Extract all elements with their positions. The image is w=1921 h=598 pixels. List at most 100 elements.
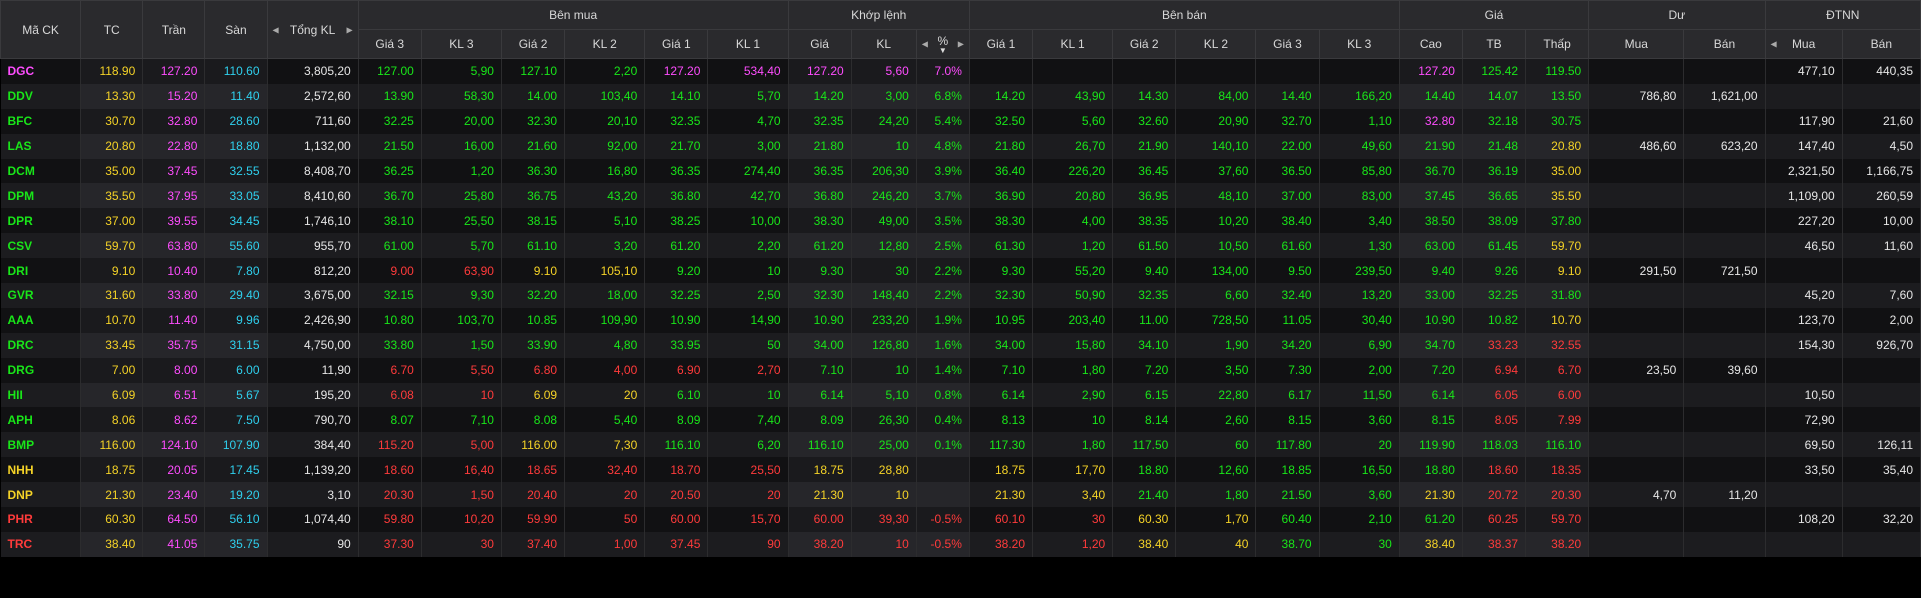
sort-desc-icon[interactable]: ▼ [938,46,947,55]
col-buy-5[interactable]: KL 1 [707,29,789,59]
scroll-left-icon[interactable]: ◀ [921,39,928,49]
symbol-cell[interactable]: BMP [0,432,82,458]
symbol-cell[interactable]: GVR [0,283,82,308]
symbol-cell[interactable]: DDV [0,83,82,109]
sell-cell: 6.14 [969,382,1034,408]
buy-cell: 16,00 [421,133,502,159]
col-ref[interactable]: TC [80,0,144,59]
table-row[interactable]: DCM 35.00 37.45 32.55 8,408,70 36.25 1,20 36.30… [0,158,1921,184]
buy-cell: 18.70 [644,457,709,483]
col-sell-4[interactable]: Giá 3 [1255,29,1320,59]
table-row[interactable]: BMP 116.00 124.10 107.90 384,40 115.20 5,00 116… [0,432,1921,458]
col-buy-3[interactable]: KL 2 [564,29,646,59]
col-sell-3[interactable]: KL 2 [1175,29,1257,59]
col-foreign-0[interactable]: ◀ Mua [1764,29,1843,59]
symbol-cell[interactable]: DRG [0,357,82,383]
table-row[interactable]: DPR 37.00 39.55 34.45 1,746,10 38.10 25,50 38.1… [0,208,1921,234]
col-total-volume[interactable]: ◀ Tổng KL ▶ [266,0,359,59]
symbol-cell[interactable]: NHH [0,457,82,483]
symbol-cell[interactable]: CSV [0,233,82,259]
col-remain-1[interactable]: Bán [1683,29,1766,59]
scroll-right-icon[interactable]: ▶ [346,25,353,34]
col-match-2[interactable]: ◀% ▼ ▶ [915,29,970,59]
sell-cell: 18.75 [969,457,1034,483]
table-row[interactable]: DDV 13.30 15.20 11.40 2,572,60 13.90 58,30 14.0… [0,83,1921,109]
table-row[interactable]: TRC 38.40 41.05 35.75 90 37.30 30 37.40 1,00 37.4… [0,531,1921,557]
match-cell: 1.6% [916,332,970,358]
table-row[interactable]: DRG 7.00 8.00 6.00 11,90 6.70 5,50 6.80 4,00 6.90… [0,357,1921,383]
remain-cell [1683,407,1766,433]
ceil-price-cell: 22.80 [142,133,206,159]
col-sell-2[interactable]: Giá 2 [1112,29,1177,59]
col-sell-1[interactable]: KL 1 [1032,29,1114,59]
col-price-1[interactable]: TB [1461,29,1527,59]
col-match-1[interactable]: KL [850,29,917,59]
col-total-volume-label: Tổng KL [289,22,336,37]
col-buy-1[interactable]: KL 3 [420,29,502,59]
sell-cell: 38.20 [969,531,1034,557]
col-ceil[interactable]: Trần [142,0,206,59]
col-sell-0[interactable]: Giá 1 [968,29,1034,59]
table-row[interactable]: HII 6.09 6.51 5.67 195,20 6.08 10 6.09 20 6.10 10 6… [0,382,1921,408]
col-symbol[interactable]: Mã CK [0,0,82,59]
scroll-right-icon[interactable]: ▶ [957,39,964,49]
symbol-cell[interactable]: DRI [0,258,82,284]
match-cell: 32.30 [788,283,852,308]
table-row[interactable]: BFC 30.70 32.80 28.60 711,60 32.25 20,00 32.30 2… [0,108,1921,134]
col-buy-2[interactable]: Giá 2 [500,29,566,59]
symbol-cell[interactable]: AAA [0,307,82,333]
sell-cell: 1,80 [1032,357,1114,383]
buy-cell: 14.10 [644,83,709,109]
buy-cell: 105,10 [564,258,646,284]
col-price-2[interactable]: Thấp [1525,29,1590,59]
col-price-0[interactable]: Cao [1398,29,1463,59]
ref-price-cell: 33.45 [80,332,144,358]
table-row[interactable]: AAA 10.70 11.40 9.96 2,426,90 10.80 103,70 10.8… [0,307,1921,333]
buy-cell: 2,20 [707,233,789,259]
symbol-cell[interactable]: APH [0,407,82,433]
col-remain-0[interactable]: Mua [1588,29,1685,59]
col-foreign-1[interactable]: Bán [1841,29,1921,59]
scroll-left-icon[interactable]: ◀ [1770,39,1777,49]
col-buy-4[interactable]: Giá 1 [644,29,709,59]
symbol-cell[interactable]: HII [0,382,82,408]
table-row[interactable]: DRC 33.45 35.75 31.15 4,750,00 33.80 1,50 33.90… [0,332,1921,358]
symbol-cell[interactable]: DPM [0,183,82,209]
symbol-cell[interactable]: DPR [0,208,82,234]
symbol-cell[interactable]: DCM [0,158,82,184]
remain-cell [1588,531,1685,557]
group-price: Giá [1398,0,1590,30]
scroll-left-icon[interactable]: ◀ [272,25,279,34]
symbol-cell[interactable]: DRC [0,332,82,358]
table-row[interactable]: LAS 20.80 22.80 18.80 1,132,00 21.50 16,00 21.6… [0,133,1921,159]
remain-cell [1588,307,1685,333]
buy-cell: 3,20 [564,233,646,259]
symbol-cell[interactable]: PHR [0,507,82,532]
symbol-cell[interactable]: DGC [0,58,82,84]
col-floor[interactable]: Sàn [204,0,268,59]
table-row[interactable]: CSV 59.70 63.80 55.60 955,70 61.00 5,70 61.10 3,… [0,233,1921,259]
table-row[interactable]: APH 8.06 8.62 7.50 790,70 8.07 7,10 8.08 5,40 8.0… [0,407,1921,433]
match-cell: 21.80 [788,133,852,159]
buy-cell: 32.25 [644,283,709,308]
match-cell: 14.20 [788,83,852,109]
table-row[interactable]: DPM 35.50 37.95 33.05 8,410,60 36.70 25,80 36.7… [0,183,1921,209]
col-sell-5[interactable]: KL 3 [1318,29,1400,59]
table-row[interactable]: DGC 118.90 127.20 110.60 3,805,20 127.00 5,90 1… [0,58,1921,84]
col-match-0[interactable]: Giá [787,29,852,59]
table-row[interactable]: NHH 18.75 20.05 17.45 1,139,20 18.60 16,40 18.6… [0,457,1921,483]
symbol-cell[interactable]: TRC [0,531,82,557]
table-row[interactable]: DRI 9.10 10.40 7.80 812,20 9.00 63,90 9.10 105,1… [0,258,1921,284]
table-row[interactable]: PHR 60.30 64.50 56.10 1,074,40 59.80 10,20 59.9… [0,507,1921,532]
price-board: Mã CK TC Trần Sàn ◀ Tổng KL ▶ Bên mua Kh… [0,0,1921,557]
col-buy-0[interactable]: Giá 3 [357,29,422,59]
symbol-cell[interactable]: DNP [0,482,82,508]
buy-cell: 25,50 [421,208,502,234]
sell-cell: 32.30 [969,283,1034,308]
symbol-cell[interactable]: BFC [0,108,82,134]
buy-cell: 33.80 [358,332,422,358]
symbol-cell[interactable]: LAS [0,133,82,159]
buy-cell: 37.45 [644,531,709,557]
table-row[interactable]: GVR 31.60 33.80 29.40 3,675,00 32.15 9,30 32.20… [0,283,1921,308]
table-row[interactable]: DNP 21.30 23.40 19.20 3,10 20.30 1,50 20.40 20 20… [0,482,1921,508]
